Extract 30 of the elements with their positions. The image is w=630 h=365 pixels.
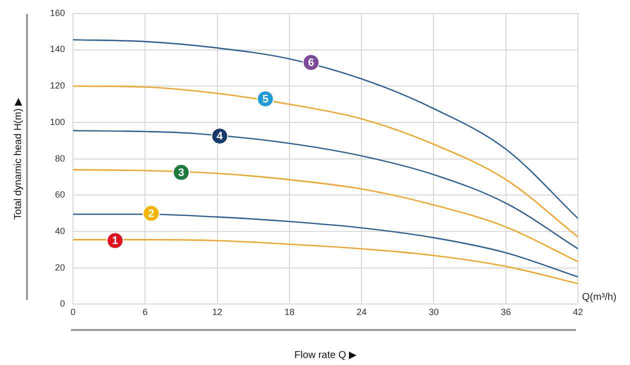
- x-tick-label: 6: [142, 307, 148, 318]
- x-tick-label: 12: [212, 307, 222, 318]
- x-tick-label: 18: [284, 307, 294, 318]
- y-axis-title: Total dynamic head H(m) ▶: [12, 98, 24, 220]
- y-tick-label: 60: [55, 190, 66, 200]
- x-tick-label: 30: [428, 307, 439, 318]
- x-tick-label: 24: [356, 307, 367, 318]
- y-tick-label: 100: [50, 116, 66, 127]
- annotation: 5: [262, 93, 268, 106]
- y-tick-label: 160: [50, 8, 66, 18]
- y-tick-label: 120: [50, 80, 66, 91]
- x-tick-label: 36: [500, 307, 511, 318]
- line-series: [73, 39, 578, 220]
- y-tick-label: 0: [60, 298, 66, 309]
- text: Q(m³/h): [582, 292, 616, 303]
- x-tick-label: 42: [572, 307, 584, 318]
- annotation: 4: [216, 130, 224, 143]
- line-series: [73, 130, 578, 250]
- y-tick-label: 20: [55, 262, 66, 272]
- x-axis-title: Flow rate Q ▶: [294, 350, 357, 361]
- y-tick-label: 80: [55, 153, 66, 164]
- line-series: [73, 85, 578, 238]
- y-tick-label: 140: [50, 44, 66, 54]
- annotation: 6: [308, 57, 314, 70]
- annotation: 3: [178, 166, 184, 179]
- line-series: [73, 169, 578, 262]
- x-tick-label: 0: [70, 307, 76, 318]
- annotation: 2: [148, 208, 154, 220]
- y-tick-label: 40: [55, 226, 66, 236]
- annotation: 1: [112, 235, 118, 248]
